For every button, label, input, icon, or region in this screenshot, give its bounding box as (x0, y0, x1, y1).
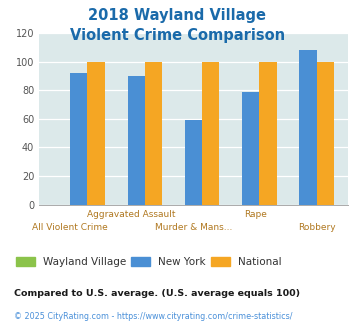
Bar (70, 73, 87, 205)
Text: Robbery: Robbery (298, 223, 336, 232)
Text: Rape: Rape (244, 210, 267, 218)
Text: Aggravated Assault: Aggravated Assault (87, 210, 176, 218)
Text: Murder & Mans...: Murder & Mans... (155, 223, 232, 232)
Bar (145, 62, 162, 205)
Bar (87, 62, 105, 205)
Text: © 2025 CityRating.com - https://www.cityrating.com/crime-statistics/: © 2025 CityRating.com - https://www.city… (14, 312, 293, 321)
Bar (202, 62, 219, 205)
Bar (185, 120, 202, 205)
Bar (242, 92, 260, 205)
Text: Compared to U.S. average. (U.S. average equals 100): Compared to U.S. average. (U.S. average … (14, 289, 300, 298)
Bar (317, 62, 334, 205)
Text: All Violent Crime: All Violent Crime (32, 223, 108, 232)
Bar (127, 76, 145, 205)
Text: Violent Crime Comparison: Violent Crime Comparison (70, 28, 285, 43)
Legend: Wayland Village, New York, National: Wayland Village, New York, National (16, 257, 282, 267)
Text: 2018 Wayland Village: 2018 Wayland Village (88, 8, 267, 23)
Bar (300, 50, 317, 205)
Bar (260, 62, 277, 205)
